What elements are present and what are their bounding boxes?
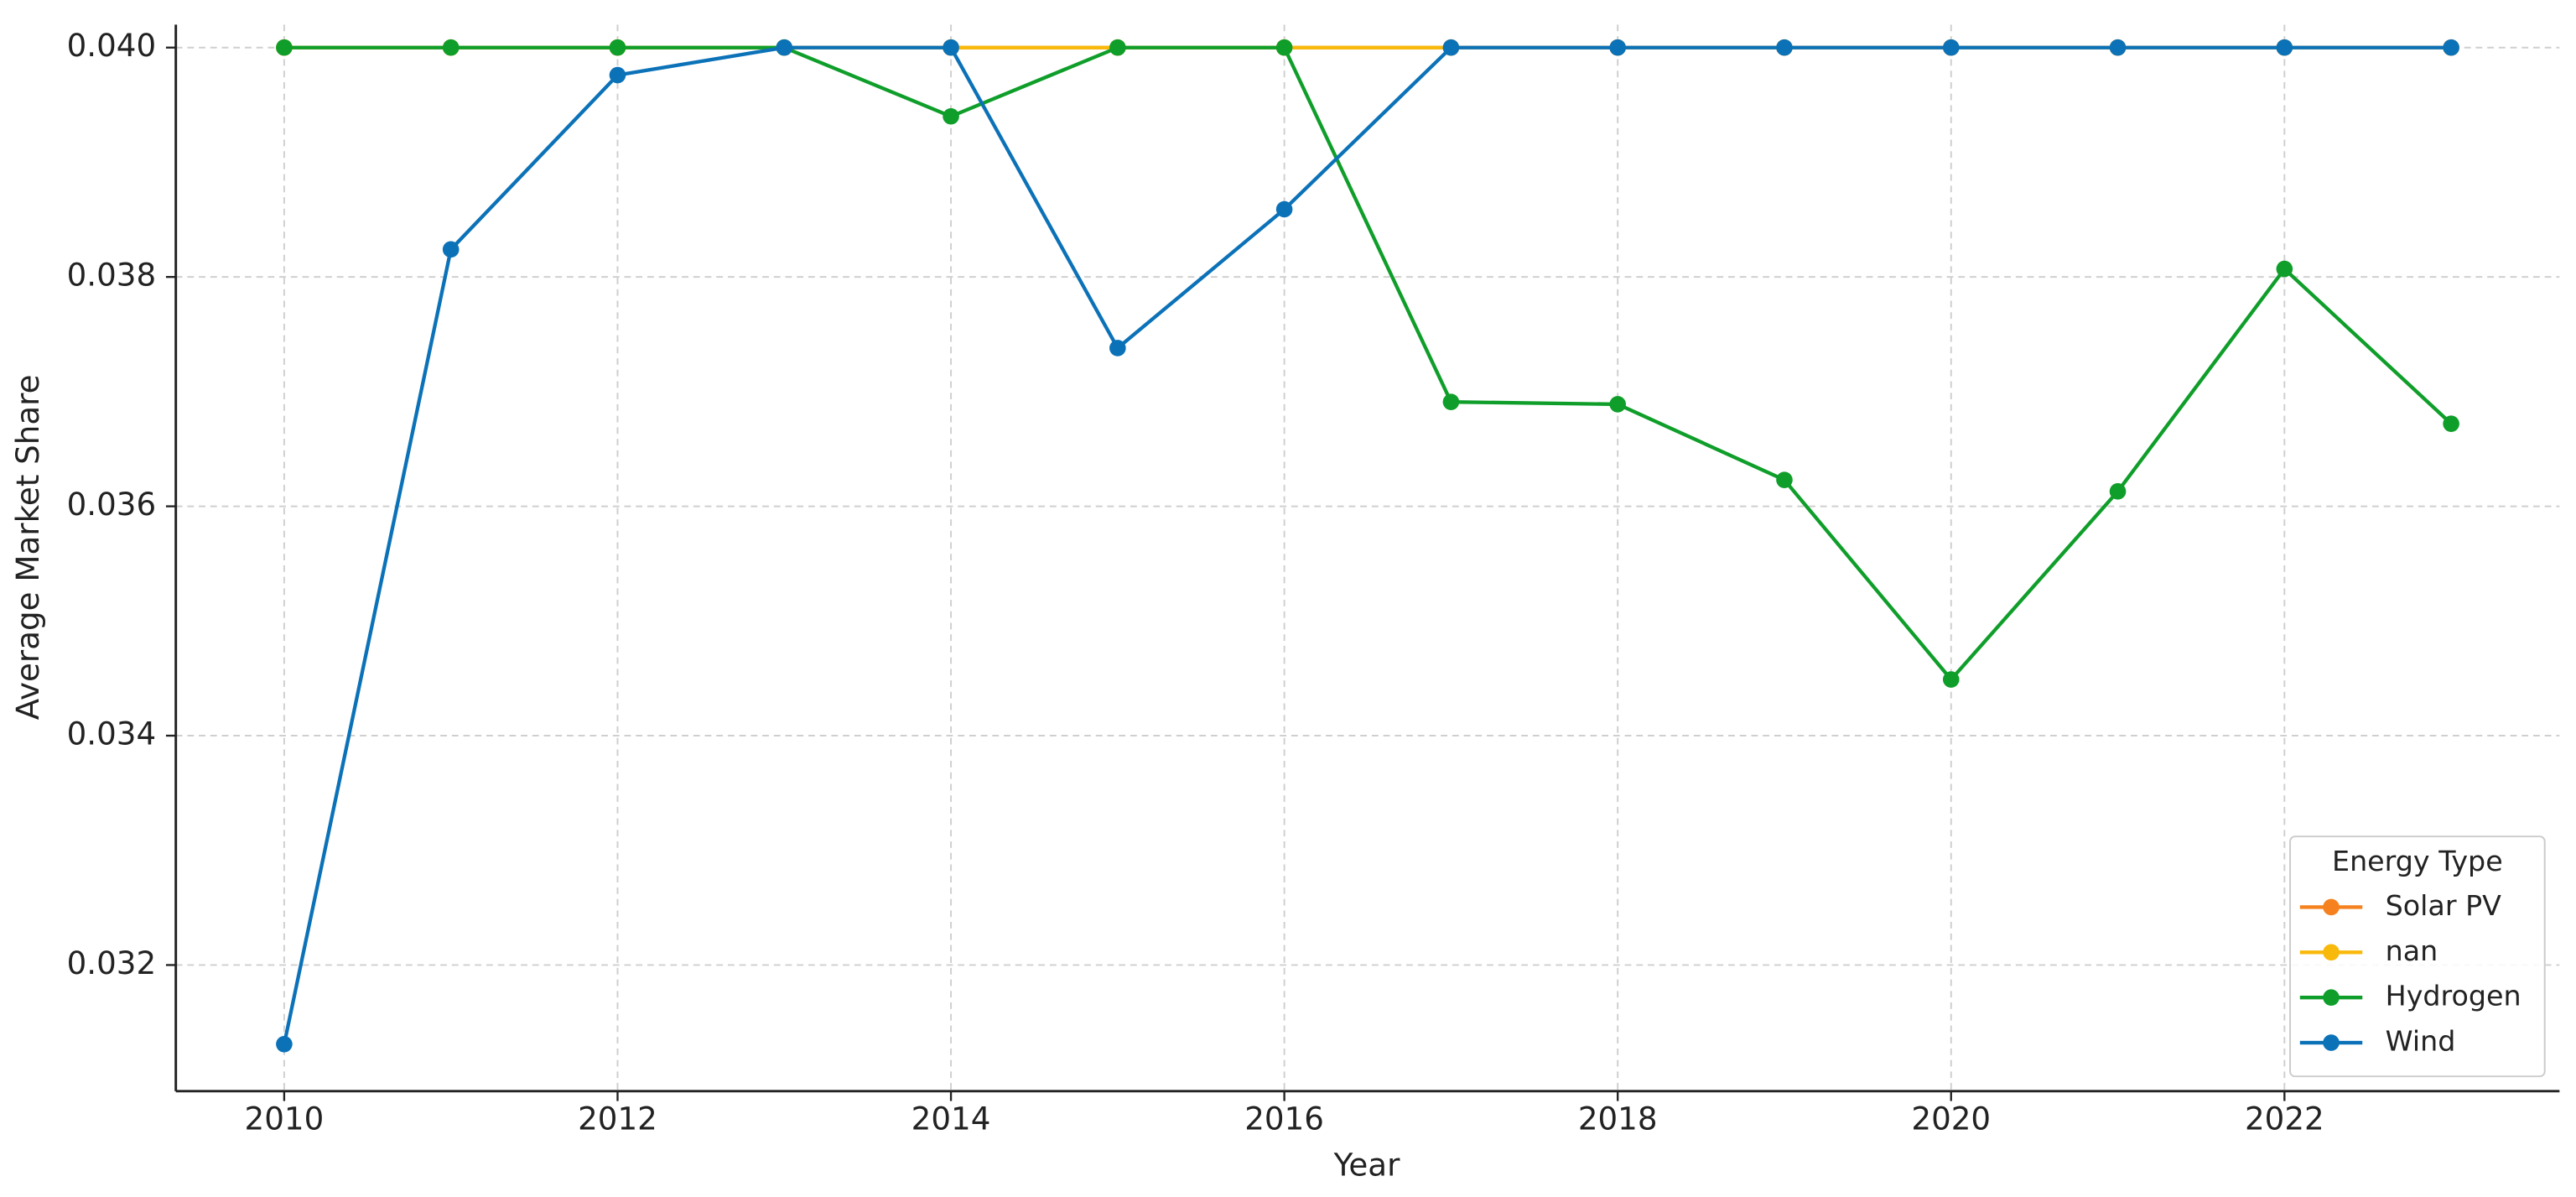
data-point	[1609, 39, 1626, 56]
data-point	[1942, 39, 1960, 56]
data-point	[2443, 39, 2459, 56]
data-point	[2109, 483, 2127, 500]
data-point	[1109, 340, 1126, 356]
data-point	[776, 39, 793, 56]
data-point	[442, 39, 460, 56]
data-point	[1442, 39, 1460, 56]
legend: Energy Type Solar PV nan Hydrogen Wind	[2289, 835, 2546, 1078]
legend-marker	[2323, 898, 2340, 916]
legend-marker	[2323, 989, 2340, 1006]
data-point	[1776, 39, 1793, 56]
legend-title: Energy Type	[2332, 845, 2503, 877]
x-tick-label: 2014	[911, 1101, 991, 1137]
legend-label: Hydrogen	[2386, 980, 2521, 1012]
data-point	[609, 66, 626, 84]
y-tick-label: 0.040	[67, 27, 157, 64]
y-axis-label: Average Market Share	[9, 374, 46, 720]
data-point	[276, 1035, 293, 1053]
x-tick-label: 2018	[1578, 1101, 1658, 1137]
y-tick-label: 0.032	[67, 945, 157, 981]
data-point	[1275, 39, 1293, 56]
data-point	[1275, 200, 1293, 218]
y-tick-label: 0.034	[67, 716, 157, 752]
data-point	[1776, 471, 1793, 488]
data-point	[442, 241, 460, 258]
y-tick-label: 0.038	[67, 257, 157, 294]
legend-marker	[2323, 1034, 2340, 1051]
series-line	[282, 45, 2452, 1045]
legend-marker	[2323, 944, 2340, 961]
legend-label: Solar PV	[2386, 889, 2502, 922]
x-tick-label: 2020	[1911, 1101, 1991, 1137]
x-tick-label: 2010	[245, 1101, 325, 1137]
legend-box	[2289, 835, 2546, 1078]
x-tick-label: 2022	[2245, 1101, 2324, 1137]
data-point	[2276, 39, 2293, 56]
series-line	[283, 45, 2453, 683]
data-point	[609, 39, 626, 56]
data-point	[1442, 393, 1460, 410]
legend-label: nan	[2386, 934, 2438, 967]
data-point	[1609, 396, 1626, 413]
data-point	[943, 107, 959, 125]
data-point	[2109, 39, 2127, 56]
data-point	[276, 39, 293, 56]
data-point	[943, 39, 959, 56]
x-tick-label: 2012	[578, 1101, 657, 1137]
data-point	[2443, 415, 2459, 432]
y-tick-label: 0.036	[67, 486, 157, 523]
legend-label: Wind	[2386, 1025, 2456, 1058]
data-point	[1942, 671, 1960, 688]
data-point	[2276, 260, 2293, 278]
x-tick-label: 2016	[1244, 1101, 1324, 1137]
data-point	[1109, 39, 1126, 56]
x-axis-label: Year	[1333, 1146, 1400, 1183]
